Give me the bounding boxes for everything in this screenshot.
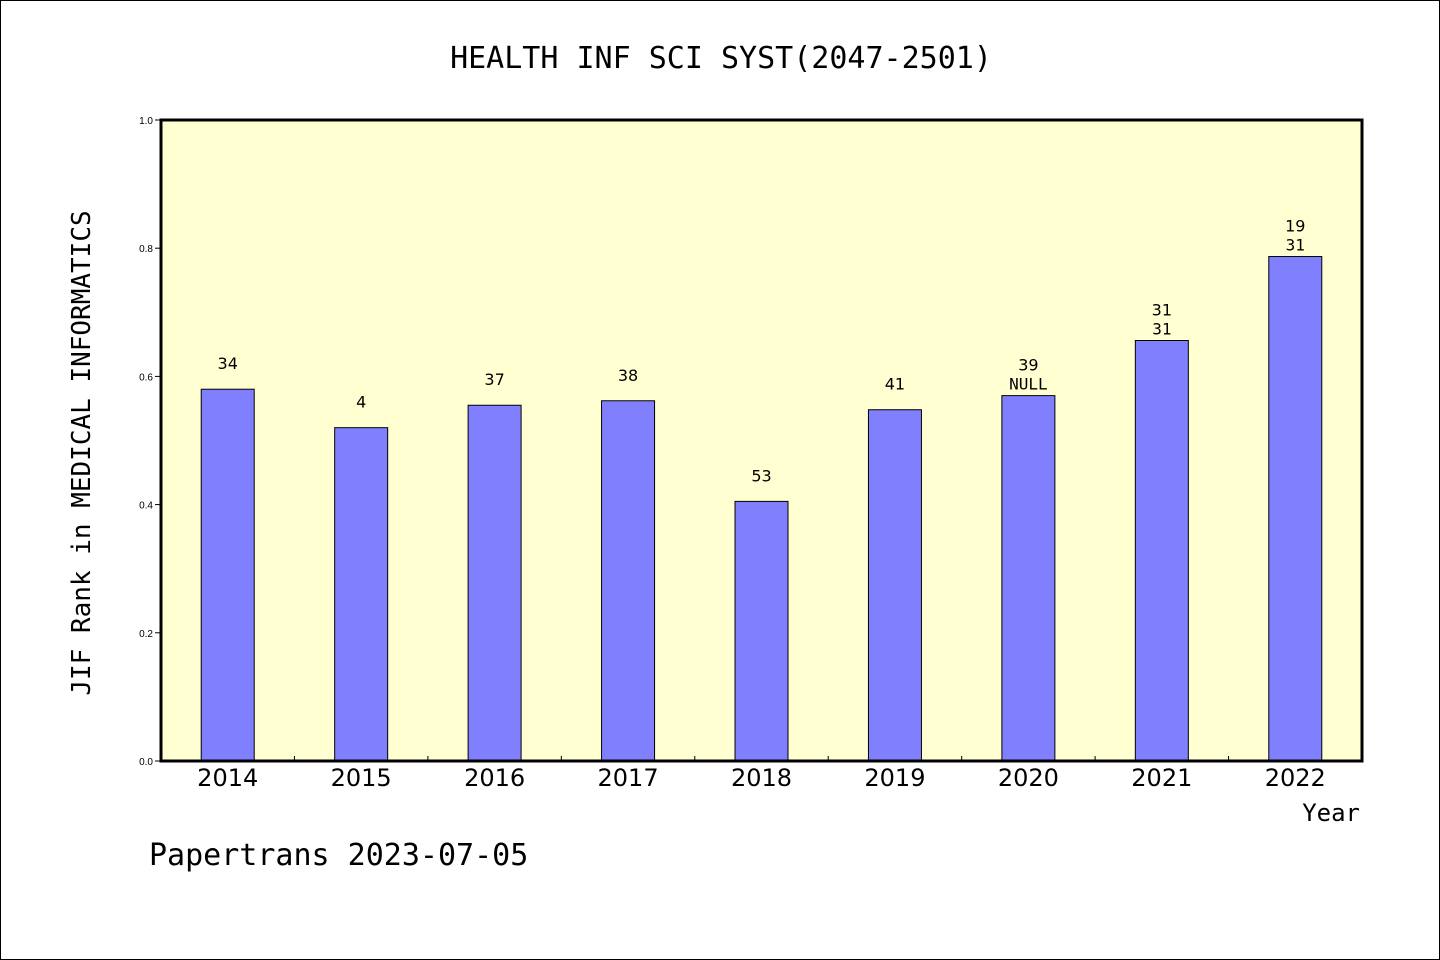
data-label-top: 31 bbox=[1152, 301, 1172, 320]
bar-2019 bbox=[867, 409, 922, 762]
x-tick-label: 2018 bbox=[731, 764, 792, 792]
bar-2020 bbox=[1001, 395, 1056, 762]
footer-text: Papertrans 2023-07-05 bbox=[149, 838, 528, 873]
data-label: 34 bbox=[218, 354, 238, 373]
chart-title: HEALTH INF SCI SYST(2047-2501) bbox=[450, 41, 992, 76]
data-label-top: 19 bbox=[1285, 217, 1305, 236]
y-tick-label: 0.2 bbox=[139, 629, 153, 640]
bar-2017 bbox=[601, 400, 656, 762]
y-tick-label: 0.0 bbox=[139, 757, 153, 768]
y-axis-label: JIF Rank in MEDICAL INFORMATICS bbox=[67, 210, 97, 695]
data-label: 37 bbox=[484, 370, 504, 389]
bar-2022 bbox=[1268, 256, 1323, 762]
data-label-top: 39 bbox=[1018, 356, 1038, 375]
y-tick-label: 0.4 bbox=[139, 501, 153, 512]
x-tick-label: 2021 bbox=[1131, 764, 1192, 792]
y-tick-label: 1.0 bbox=[139, 116, 153, 127]
bar-2018 bbox=[734, 500, 789, 762]
x-axis-label: Year bbox=[1302, 799, 1360, 827]
x-tick-label: 2015 bbox=[331, 764, 392, 792]
plot-border bbox=[159, 118, 1364, 763]
y-tick-label: 0.6 bbox=[139, 372, 153, 383]
x-tick-label: 2017 bbox=[598, 764, 659, 792]
bar-2015 bbox=[334, 427, 389, 762]
data-label: 41 bbox=[885, 375, 905, 394]
bar-2021 bbox=[1134, 340, 1189, 762]
x-tick-label: 2022 bbox=[1265, 764, 1326, 792]
data-label: 4 bbox=[356, 393, 366, 412]
data-label-bottom: 31 bbox=[1152, 320, 1171, 339]
x-tick-label: 2019 bbox=[864, 764, 925, 792]
x-tick-label: 2020 bbox=[998, 764, 1059, 792]
data-label: 53 bbox=[751, 466, 771, 485]
data-label: 38 bbox=[618, 366, 638, 385]
x-tick-label: 2014 bbox=[197, 764, 258, 792]
bar-2014 bbox=[200, 388, 255, 762]
data-label-bottom: NULL bbox=[1009, 375, 1048, 394]
x-tick-label: 2016 bbox=[464, 764, 525, 792]
data-label-bottom: 31 bbox=[1286, 236, 1305, 255]
y-tick-label: 0.8 bbox=[139, 244, 153, 255]
bar-2016 bbox=[467, 404, 522, 762]
